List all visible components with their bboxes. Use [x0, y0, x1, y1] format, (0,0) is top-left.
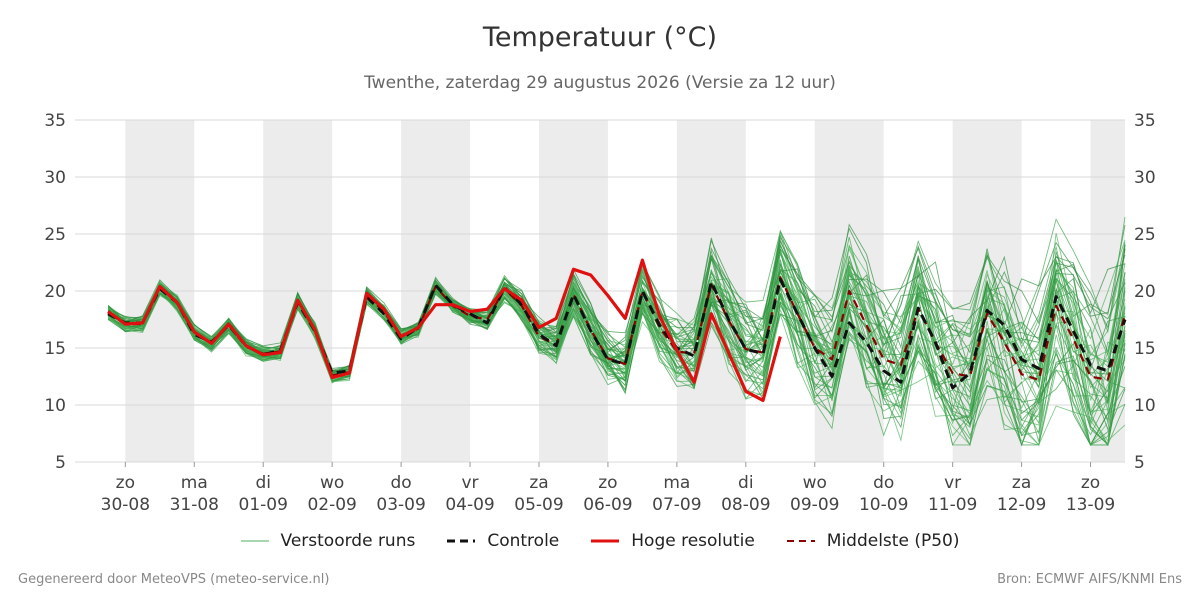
legend-label-middelste: Middelste (P50)	[826, 531, 960, 551]
x-tick-date: 10-09	[859, 495, 908, 515]
legend: Verstoorde runs Controle Hoge resolutie …	[0, 531, 1200, 551]
y-tick-label-left: 15	[44, 339, 66, 359]
y-tick-label-left: 20	[44, 282, 66, 302]
y-tick-label-left: 10	[44, 396, 66, 416]
y-tick-label-right: 30	[1134, 168, 1156, 188]
y-tick-label-right: 20	[1134, 282, 1156, 302]
legend-label-controle: Controle	[487, 531, 560, 551]
x-tick-day: di	[738, 473, 754, 493]
x-tick-date: 13-09	[1066, 495, 1115, 515]
ensemble-run	[107, 261, 1126, 406]
x-tick-day: wo	[320, 473, 344, 493]
ensemble-run	[107, 289, 1126, 446]
chart-title: Temperatuur (°C)	[482, 22, 718, 53]
legend-label-verstoorde-runs: Verstoorde runs	[280, 531, 416, 551]
y-tick-label-right: 35	[1134, 111, 1156, 131]
x-tick-day: do	[390, 473, 411, 493]
chart-subtitle: Twenthe, zaterdag 29 augustus 2026 (Vers…	[364, 73, 836, 93]
x-tick-day: ma	[663, 473, 690, 493]
x-tick-day: wo	[803, 473, 827, 493]
y-tick-label-left: 35	[44, 111, 66, 131]
legend-label-hoge-resolutie: Hoge resolutie	[631, 531, 755, 551]
legend-swatch-ensemble	[240, 535, 269, 547]
x-tick-day: di	[255, 473, 271, 493]
ensemble-run	[107, 223, 1126, 371]
x-tick-date: 11-09	[928, 495, 977, 515]
legend-item-middelste[interactable]: Middelste (P50)	[786, 531, 960, 551]
x-tick-day: za	[1012, 473, 1031, 493]
x-tick-date: 08-09	[721, 495, 770, 515]
ensemble-run	[107, 290, 1126, 432]
x-tick-date: 04-09	[445, 495, 494, 515]
y-tick-label-left: 30	[44, 168, 66, 188]
footer-source: Bron: ECMWF AIFS/KNMI Ens	[997, 572, 1182, 587]
x-tick-day: vr	[462, 473, 479, 493]
ensemble-run	[107, 250, 1126, 412]
ensemble-run	[107, 250, 1126, 372]
series-line-controle	[107, 278, 1127, 390]
legend-item-hoge-resolutie[interactable]: Hoge resolutie	[591, 531, 755, 551]
x-tick-day: do	[873, 473, 894, 493]
x-tick-date: 05-09	[514, 495, 563, 515]
legend-swatch-middelste	[786, 535, 815, 547]
footer-generated-by: Gegenereerd door MeteoVPS (meteo-service…	[18, 572, 330, 587]
x-tick-date: 31-08	[170, 495, 219, 515]
y-tick-label-right: 10	[1134, 396, 1156, 416]
x-tick-date: 07-09	[652, 495, 701, 515]
y-tick-label-right: 15	[1134, 339, 1156, 359]
legend-item-verstoorde-runs[interactable]: Verstoorde runs	[240, 531, 416, 551]
ensemble-run	[107, 254, 1126, 371]
legend-swatch-hoge-resolutie	[591, 535, 620, 547]
x-tick-date: 12-09	[997, 495, 1046, 515]
series-line-hoge-resolutie	[107, 258, 782, 402]
x-tick-date: 09-09	[790, 495, 839, 515]
y-tick-label-right: 5	[1134, 453, 1145, 473]
y-axis-right: 5 10 15 20 25 30 35	[1134, 111, 1156, 473]
x-axis: zo30-08ma31-08di01-09wo02-09do03-09vr04-…	[101, 462, 1115, 515]
x-tick-day: zo	[116, 473, 135, 493]
x-tick-date: 30-08	[101, 495, 150, 515]
y-tick-label-left: 5	[55, 453, 66, 473]
x-tick-date: 01-09	[239, 495, 288, 515]
y-axis-left: 5 10 15 20 25 30 35	[44, 111, 66, 473]
x-tick-day: ma	[181, 473, 208, 493]
x-tick-day: zo	[598, 473, 617, 493]
y-tick-label-right: 25	[1134, 225, 1156, 245]
x-tick-day: vr	[944, 473, 961, 493]
x-tick-date: 06-09	[583, 495, 632, 515]
legend-item-controle[interactable]: Controle	[447, 531, 559, 551]
main-series	[107, 258, 1127, 402]
legend-swatch-controle	[447, 535, 476, 547]
x-tick-date: 02-09	[307, 495, 356, 515]
x-tick-day: zo	[1081, 473, 1100, 493]
x-tick-date: 03-09	[376, 495, 425, 515]
grid-lines	[75, 119, 1125, 463]
y-tick-label-left: 25	[44, 225, 66, 245]
x-tick-day: za	[529, 473, 548, 493]
